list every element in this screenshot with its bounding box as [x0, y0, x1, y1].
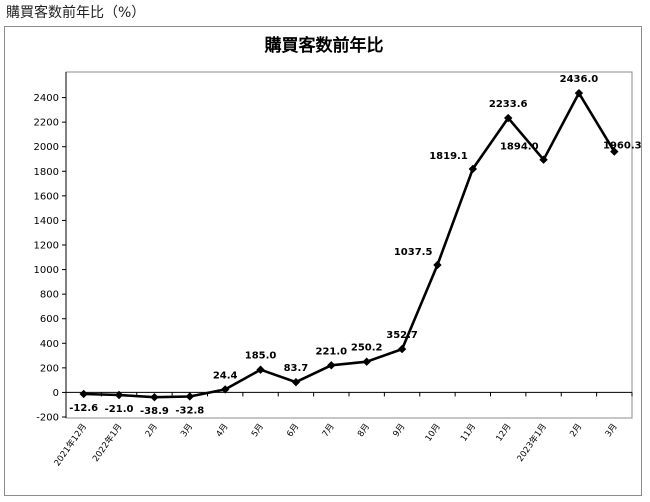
data-label: 2436.0 — [560, 74, 599, 85]
y-axis: -200 0 200 400 600 800 1000 1200 1400 1600 1800 200… — [34, 72, 67, 424]
data-point-marker — [433, 260, 442, 270]
data-label: 221.0 — [315, 346, 347, 357]
data-point-marker — [574, 88, 584, 98]
x-tick-label: 11月 — [459, 422, 478, 444]
data-point-marker — [468, 164, 478, 174]
y-tick-label: 800 — [40, 290, 59, 301]
x-tick-label: 2021年12月 — [52, 421, 89, 468]
x-tick-label: 2023年1月 — [515, 421, 549, 463]
data-point-marker — [291, 377, 301, 387]
data-label: -21.0 — [105, 404, 134, 415]
data-label: 24.4 — [213, 370, 238, 381]
marker-group — [79, 88, 619, 402]
data-label: -12.6 — [69, 403, 98, 414]
x-tick-label: 3月 — [179, 422, 195, 439]
data-label: 185.0 — [245, 351, 277, 362]
data-point-marker — [539, 155, 548, 164]
data-label: 1894.0 — [500, 142, 539, 153]
y-tick-label: 600 — [40, 314, 59, 325]
y-tick-label: 0 — [53, 388, 59, 399]
x-tick-label: 12月 — [494, 422, 513, 444]
x-tick-label: 10月 — [424, 422, 443, 444]
y-tick-label: 1400 — [34, 216, 59, 227]
data-label: 1037.5 — [394, 247, 433, 258]
x-axis: 2021年12月 2022年1月 2月 3月 4月 5月 6月 7月 8月 9月 10月 11月 12月… — [52, 391, 633, 468]
x-tick-label: 2022年1月 — [90, 421, 124, 463]
data-point-marker — [362, 357, 371, 366]
data-label: -38.9 — [140, 406, 169, 417]
data-label-group: -12.6 -21.0 -38.9 -32.8 24.4 185.0 83.7 221.0 25… — [69, 74, 641, 417]
y-tick-label: 1800 — [34, 167, 59, 178]
y-tick-label: 1200 — [34, 241, 59, 252]
x-tick-label: 3月 — [604, 422, 620, 439]
y-tick-label: 2200 — [34, 118, 59, 129]
data-label: 1960.3 — [603, 141, 642, 152]
y-tick-label: 1000 — [34, 265, 59, 276]
y-tick-label: 200 — [40, 363, 59, 374]
data-point-marker — [114, 390, 124, 400]
data-point-marker — [150, 393, 159, 402]
data-label: 352.7 — [386, 330, 418, 341]
data-point-marker — [185, 392, 195, 401]
data-point-marker — [610, 147, 619, 156]
data-label: 83.7 — [284, 363, 309, 374]
data-point-marker — [503, 113, 513, 123]
data-point-marker — [79, 389, 88, 399]
y-tick-label: 2400 — [34, 93, 59, 104]
y-tick-label: 1600 — [34, 191, 59, 202]
series-line-group — [83, 91, 616, 399]
x-tick-label: 8月 — [356, 422, 372, 439]
x-tick-label: 4月 — [214, 422, 230, 439]
data-point-marker — [327, 361, 336, 370]
data-label: -32.8 — [175, 405, 204, 416]
data-label: 250.2 — [351, 343, 383, 354]
data-label: 1819.1 — [429, 151, 468, 162]
chart-title: 購買客数前年比 — [265, 35, 384, 56]
data-point-marker — [256, 365, 265, 374]
y-tick-label: 400 — [40, 339, 59, 350]
x-tick-label: 9月 — [391, 422, 407, 439]
series-line — [83, 91, 616, 399]
y-tick-label: -200 — [36, 413, 59, 424]
y-tick-label: 2000 — [34, 142, 59, 153]
x-tick-label: 2月 — [568, 422, 584, 439]
plot-area — [65, 71, 633, 419]
data-point-marker — [220, 385, 230, 394]
data-point-marker — [397, 344, 407, 354]
data-label: 2233.6 — [489, 99, 528, 110]
page-caption: 購買客数前年比（%） — [6, 5, 146, 21]
x-tick-label: 5月 — [250, 422, 266, 439]
x-tick-label: 6月 — [285, 422, 301, 439]
x-tick-label: 2月 — [144, 422, 160, 439]
x-tick-label: 7月 — [321, 422, 337, 439]
